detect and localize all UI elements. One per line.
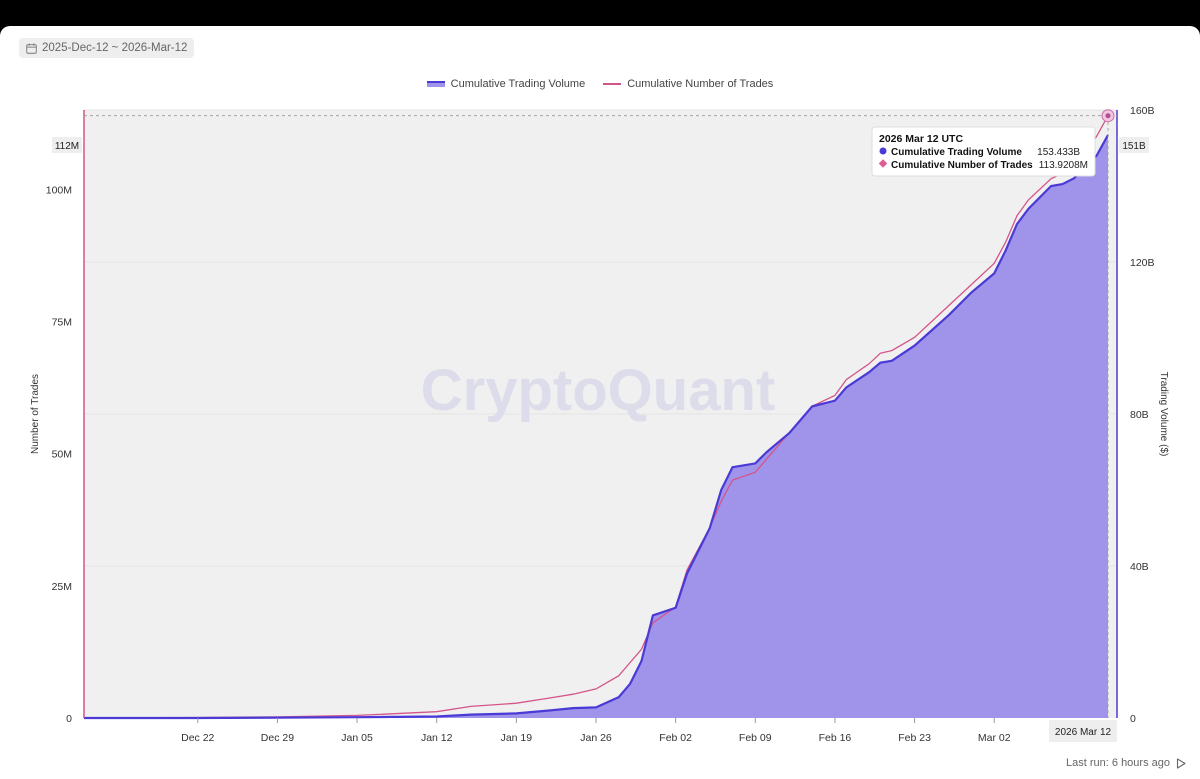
calendar-icon: [26, 42, 37, 54]
crosshair-right-label-bg: [1119, 137, 1149, 153]
number-of-trades-line: [83, 115, 1109, 719]
legend-item-trading-volume[interactable]: Cumulative Trading Volume: [426, 78, 586, 90]
y-left-tick-label: 25M: [52, 581, 72, 593]
x-tick-label: Dec 29: [261, 732, 294, 744]
date-range-label: 2025-Dec-12 ~ 2026-Mar-12: [42, 42, 188, 54]
x-tick-label: Jan 19: [501, 732, 533, 744]
x-tick-label: Jan 12: [421, 732, 453, 744]
tooltip-trades-label: Cumulative Number of Trades: [891, 160, 1033, 171]
x-tick-label: Jan 26: [580, 732, 612, 744]
y-left-tick-label: 75M: [52, 316, 72, 328]
crosshair-left-label-bg: [52, 137, 82, 153]
legend-swatch-area: [426, 81, 445, 87]
y-right-tick-label: 120B: [1130, 257, 1155, 269]
crosshair-right-label: 151B: [1122, 141, 1146, 152]
legend-label: Cumulative Trading Volume: [450, 78, 586, 90]
tooltip-date: 2026 Mar 12 UTC: [879, 133, 963, 145]
crosshair-left-label: 112M: [55, 141, 79, 152]
y-left-axis-ticks: 0 25M 50M 75M 100M: [46, 184, 72, 725]
y-left-tick-label: 100M: [46, 184, 72, 196]
x-tick-label: Feb 02: [659, 732, 692, 744]
y-right-tick-label: 80B: [1130, 409, 1149, 421]
trading-volume-area: [84, 135, 1108, 718]
y-right-tick-label: 40B: [1130, 561, 1149, 573]
y-left-tick-label: 50M: [52, 449, 72, 461]
date-range-picker[interactable]: 2025-Dec-12 ~ 2026-Mar-12: [19, 38, 195, 58]
x-axis-ticks: Dec 22 Dec 29 Jan 05 Jan 12 Jan 19 Jan 26 Feb …: [181, 718, 1011, 744]
y-left-axis-title: Number of Trades: [30, 374, 41, 454]
x-tick-label: Feb 23: [898, 732, 931, 744]
x-tick-label: Jan 05: [341, 732, 373, 744]
x-tick-label: Mar 02: [978, 732, 1011, 744]
y-right-axis-ticks: 0 40B 80B 120B 160B: [1130, 105, 1155, 725]
last-run-status: Last run: 6 hours ago: [1066, 757, 1186, 769]
x-tick-label: Dec 22: [181, 732, 214, 744]
legend-label: Cumulative Number of Trades: [627, 78, 774, 90]
legend-swatch-line: [603, 83, 622, 85]
chart-legend: Cumulative Trading Volume Cumulative Num…: [0, 78, 1200, 90]
crosshair: 112M 151B 2026 Mar 12: [52, 109, 1149, 742]
crosshair-x-label-bg: [1049, 720, 1117, 742]
trading-volume-line: [84, 134, 1109, 720]
tooltip-box: [871, 126, 1096, 177]
y-left-tick-label: 0: [66, 713, 72, 725]
y-right-tick-label: 160B: [1130, 105, 1155, 117]
x-tick-label: Feb 09: [739, 732, 772, 744]
last-run-label: Last run: 6 hours ago: [1066, 757, 1170, 769]
tooltip-volume-label: Cumulative Trading Volume: [891, 147, 1022, 158]
tooltip-volume-value: 153.433B: [1037, 147, 1080, 158]
y-right-axis-title: Trading Volume ($): [1158, 372, 1169, 457]
legend-item-number-of-trades[interactable]: Cumulative Number of Trades: [603, 78, 773, 90]
tooltip: 2026 Mar 12 UTC Cumulative Trading Volum…: [871, 126, 1096, 177]
crosshair-x-label: 2026 Mar 12: [1055, 727, 1112, 738]
watermark: CryptoQuant: [421, 358, 775, 423]
hover-point-marker-inner: [1105, 113, 1111, 119]
y-right-tick-label: 0: [1130, 713, 1136, 725]
x-tick-label: Feb 16: [819, 732, 852, 744]
tooltip-volume-dot: [879, 147, 887, 155]
tooltip-trades-value: 113.9208M: [1039, 160, 1088, 171]
play-icon[interactable]: [1176, 757, 1186, 769]
